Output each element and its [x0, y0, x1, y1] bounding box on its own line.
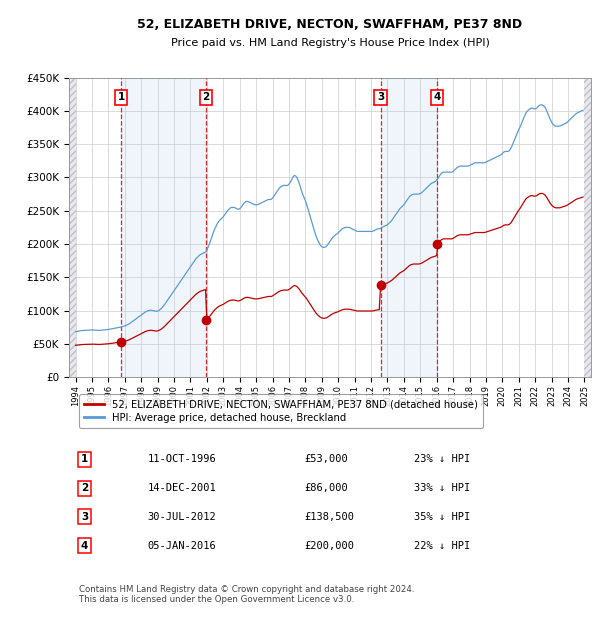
Text: 1: 1 [81, 454, 88, 464]
Text: 11-OCT-1996: 11-OCT-1996 [148, 454, 216, 464]
Text: Price paid vs. HM Land Registry's House Price Index (HPI): Price paid vs. HM Land Registry's House … [170, 38, 490, 48]
Legend: 52, ELIZABETH DRIVE, NECTON, SWAFFHAM, PE37 8ND (detached house), HPI: Average p: 52, ELIZABETH DRIVE, NECTON, SWAFFHAM, P… [79, 394, 483, 428]
Text: 1: 1 [118, 92, 125, 102]
Text: 30-JUL-2012: 30-JUL-2012 [148, 512, 216, 522]
Text: 2: 2 [81, 483, 88, 493]
Text: 2: 2 [202, 92, 209, 102]
Text: 33% ↓ HPI: 33% ↓ HPI [413, 483, 470, 493]
Text: 35% ↓ HPI: 35% ↓ HPI [413, 512, 470, 522]
Text: 3: 3 [81, 512, 88, 522]
Text: 3: 3 [377, 92, 384, 102]
Text: 14-DEC-2001: 14-DEC-2001 [148, 483, 216, 493]
Text: £200,000: £200,000 [304, 541, 354, 551]
Text: £86,000: £86,000 [304, 483, 347, 493]
Text: £138,500: £138,500 [304, 512, 354, 522]
Bar [584, 78, 591, 378]
Text: £53,000: £53,000 [304, 454, 347, 464]
Bar [380, 78, 437, 378]
Text: 23% ↓ HPI: 23% ↓ HPI [413, 454, 470, 464]
Text: Contains HM Land Registry data © Crown copyright and database right 2024.
This d: Contains HM Land Registry data © Crown c… [79, 585, 415, 604]
Text: 4: 4 [81, 541, 88, 551]
Text: 05-JAN-2016: 05-JAN-2016 [148, 541, 216, 551]
Text: 22% ↓ HPI: 22% ↓ HPI [413, 541, 470, 551]
Text: 52, ELIZABETH DRIVE, NECTON, SWAFFHAM, PE37 8ND: 52, ELIZABETH DRIVE, NECTON, SWAFFHAM, P… [137, 19, 523, 31]
Bar [69, 78, 76, 378]
Text: 4: 4 [433, 92, 440, 102]
Bar [121, 78, 206, 378]
